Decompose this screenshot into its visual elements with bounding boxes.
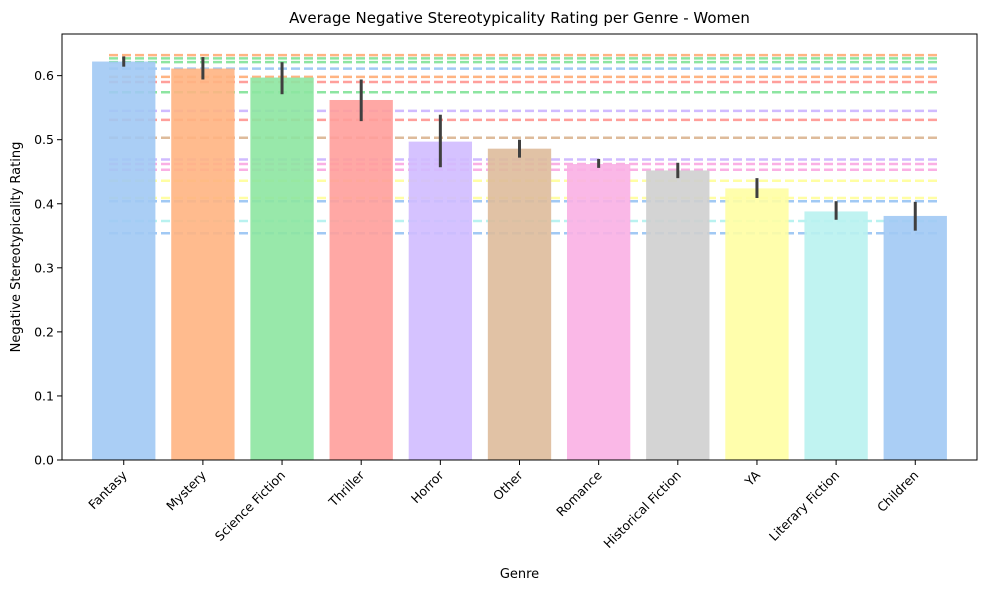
x-tick-label: Fantasy — [85, 467, 130, 512]
y-tick-label: 0.0 — [34, 453, 54, 468]
y-tick-label: 0.3 — [34, 260, 54, 275]
bar-mystery — [171, 68, 235, 461]
bar-children — [883, 215, 947, 460]
chart-title: Average Negative Stereotypicality Rating… — [289, 9, 750, 27]
y-tick-label: 0.5 — [34, 132, 54, 147]
x-tick-label: Literary Fiction — [766, 468, 842, 544]
x-tick-label: Science Fiction — [212, 468, 288, 544]
x-axis: Fantasy Mystery Science Fiction Thriller Hor… — [85, 460, 921, 551]
y-tick-label: 0.4 — [34, 196, 54, 211]
x-tick-label: Horror — [408, 467, 447, 506]
x-tick-label: Historical Fiction — [600, 468, 684, 552]
bar-romance — [566, 164, 631, 460]
bar-other — [487, 148, 552, 460]
error-bars — [122, 56, 917, 231]
reference-lines — [109, 53, 938, 235]
y-tick-label: 0.1 — [34, 388, 54, 403]
x-tick-label: Other — [490, 467, 526, 503]
bar-thriller — [329, 99, 393, 460]
x-tick-label: Romance — [553, 467, 605, 519]
plot-frame — [61, 33, 978, 461]
bars — [92, 61, 947, 461]
y-axis-label: Negative Stereotypicality Rating — [9, 142, 24, 353]
bar-science-fiction — [250, 77, 314, 460]
x-tick-label: Children — [874, 468, 921, 515]
x-tick-label: Thriller — [325, 467, 368, 510]
bar-fantasy — [92, 61, 156, 460]
y-axis: 0.0 0.1 0.2 0.3 0.4 0.5 0.6 — [34, 68, 62, 468]
bar-historical-fiction — [646, 170, 710, 460]
bar-horror — [408, 141, 473, 461]
bar-literary-fiction — [804, 211, 868, 460]
x-tick-label: YA — [741, 467, 763, 489]
bar-ya — [725, 188, 789, 461]
y-tick-label: 0.2 — [34, 324, 54, 339]
y-tick-label: 0.6 — [34, 68, 54, 83]
x-tick-label: Mystery — [163, 467, 209, 513]
x-axis-label: Genre — [500, 567, 539, 582]
